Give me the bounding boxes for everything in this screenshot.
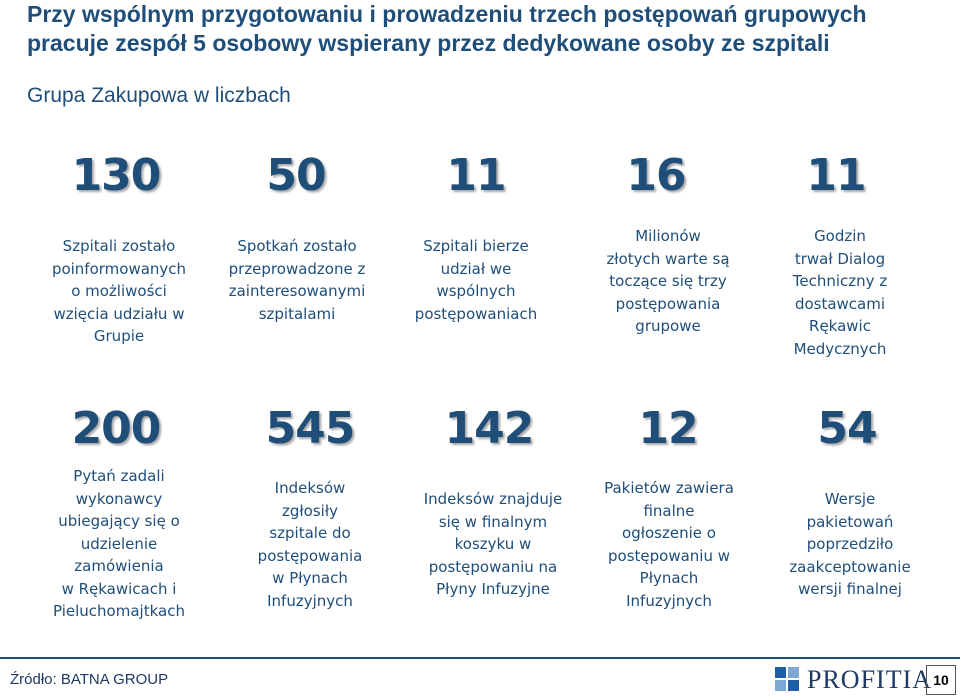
stat-description: Milionów złotych warte są toczące się tr…: [606, 227, 730, 335]
stat-number: 11: [806, 150, 866, 201]
logo-squares-icon: [775, 667, 801, 693]
stat-number: 12: [638, 403, 698, 454]
stat-description: Godzin trwał Dialog Techniczny z dostawc…: [792, 227, 888, 358]
profitia-logo: PROFITIA: [775, 663, 932, 697]
logo-text: PROFITIA: [807, 665, 933, 694]
stat-description: Indeksów znajduje się w finalnym koszyku…: [423, 490, 563, 598]
stat-description: Indeksów zgłosiły szpitale do postępowan…: [257, 479, 363, 610]
stat-number: 130: [71, 150, 162, 201]
footer: Źródło: BATNA GROUP PROFITIA 10: [0, 657, 960, 700]
stat-number: 54: [817, 403, 877, 454]
stat-number: 200: [71, 403, 162, 454]
stat-description: Szpitali bierze udział we wspólnych post…: [414, 237, 538, 323]
stat-number: 50: [266, 150, 326, 201]
stat-description: Pytań zadali wykonawcy ubiegający się o …: [53, 467, 185, 620]
stat-description: Wersje pakietowań poprzedziło zaakceptow…: [789, 490, 911, 598]
page-title: Przy wspólnym przygotowaniu i prowadzeni…: [27, 1, 867, 56]
stat-number: 16: [626, 150, 686, 201]
source-note: Źródło: BATNA GROUP: [10, 671, 169, 688]
stat-number: 545: [265, 403, 356, 454]
stat-number: 11: [446, 150, 506, 201]
section-subtitle: Grupa Zakupowa w liczbach: [27, 84, 291, 107]
stat-description: Spotkań zostało przeprowadzone z zainter…: [228, 237, 366, 323]
stat-number: 142: [444, 403, 535, 454]
footer-divider: [0, 657, 960, 659]
stat-description: Pakietów zawiera finalne ogłoszenie o po…: [604, 479, 734, 610]
page-number: 10: [926, 665, 956, 695]
stat-description: Szpitali zostało poinformowanych o możli…: [51, 237, 187, 345]
